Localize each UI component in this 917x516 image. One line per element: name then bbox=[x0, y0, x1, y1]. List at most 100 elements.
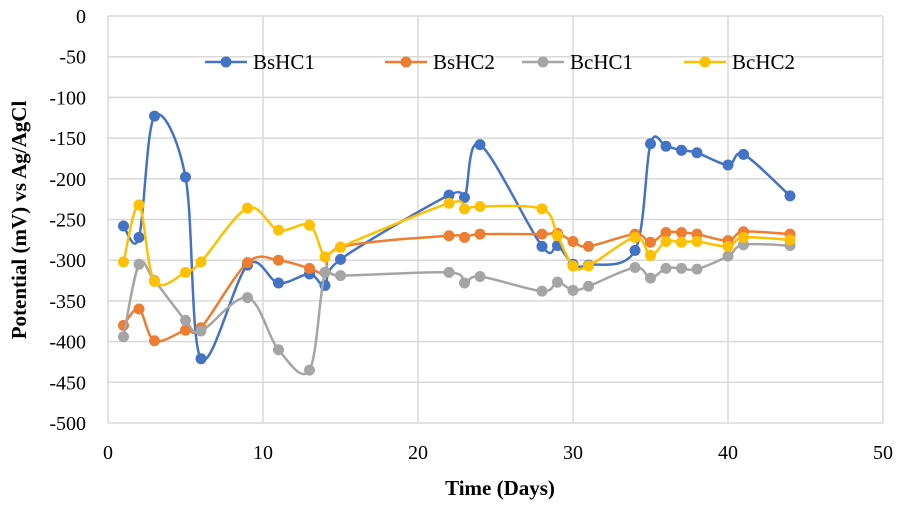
data-point bbox=[459, 277, 470, 289]
data-point bbox=[660, 235, 672, 247]
data-point bbox=[691, 235, 703, 247]
x-tick-label: 30 bbox=[563, 442, 583, 464]
data-point bbox=[629, 244, 641, 256]
data-point bbox=[722, 159, 734, 171]
data-point bbox=[645, 272, 656, 284]
data-point bbox=[242, 292, 253, 304]
y-tick-label: -400 bbox=[49, 332, 86, 354]
data-point bbox=[319, 251, 331, 263]
data-point bbox=[738, 231, 749, 243]
data-point bbox=[660, 227, 672, 239]
y-tick-label: 0 bbox=[76, 6, 86, 28]
data-point bbox=[536, 285, 548, 297]
data-point bbox=[676, 144, 687, 156]
y-tick-labels: 0 -50 -100 -150 -200 -250 -300 -350 -400 -450 -500 bbox=[49, 6, 86, 435]
legend-marker bbox=[400, 56, 412, 68]
data-point bbox=[195, 353, 207, 365]
data-point bbox=[273, 254, 284, 266]
data-point bbox=[118, 256, 129, 268]
data-point bbox=[536, 240, 548, 252]
data-point bbox=[443, 266, 455, 278]
y-tick-label: -300 bbox=[49, 250, 86, 272]
data-point bbox=[149, 110, 160, 122]
legend-label: BcHC2 bbox=[732, 50, 795, 74]
data-point bbox=[273, 344, 284, 356]
data-point bbox=[180, 171, 191, 183]
legend-label: BcHC1 bbox=[570, 50, 633, 74]
y-tick-label: -50 bbox=[59, 47, 86, 69]
data-point bbox=[567, 260, 579, 272]
data-point bbox=[459, 231, 470, 243]
y-tick-label: -100 bbox=[49, 87, 86, 109]
x-tick-labels: 0 10 20 30 40 50 bbox=[103, 442, 893, 464]
data-point bbox=[583, 240, 594, 252]
data-point bbox=[195, 256, 207, 268]
data-point bbox=[304, 364, 315, 376]
data-point bbox=[242, 202, 253, 214]
y-tick-label: -250 bbox=[49, 210, 86, 232]
data-point bbox=[660, 262, 672, 274]
data-point bbox=[242, 257, 253, 269]
data-point bbox=[583, 260, 594, 272]
data-point bbox=[443, 189, 455, 201]
data-point bbox=[180, 324, 191, 336]
data-point bbox=[567, 284, 579, 296]
series-line bbox=[122, 113, 791, 362]
data-point bbox=[552, 230, 563, 242]
data-point bbox=[784, 190, 796, 202]
y-tick-label: -150 bbox=[49, 128, 86, 150]
data-point bbox=[676, 262, 687, 274]
legend: BsHC1 BsHC2 BcHC1 BcHC2 bbox=[205, 50, 795, 74]
legend-item: BsHC2 bbox=[385, 50, 495, 74]
data-point bbox=[691, 263, 703, 275]
data-point bbox=[536, 203, 548, 215]
data-point bbox=[474, 200, 486, 212]
data-point bbox=[149, 335, 160, 347]
data-point bbox=[567, 235, 579, 247]
gridlines bbox=[107, 15, 884, 424]
data-point bbox=[552, 276, 563, 288]
y-tick-label: -500 bbox=[49, 413, 86, 435]
data-point bbox=[118, 220, 129, 232]
data-point bbox=[335, 270, 346, 282]
legend-marker bbox=[537, 56, 549, 68]
data-point bbox=[304, 219, 315, 231]
data-point bbox=[335, 241, 346, 253]
series-line bbox=[122, 242, 791, 376]
data-point bbox=[304, 262, 315, 274]
legend-label: BsHC2 bbox=[433, 50, 495, 74]
data-point bbox=[459, 192, 470, 204]
y-tick-label: -200 bbox=[49, 169, 86, 191]
data-point bbox=[273, 277, 284, 289]
data-point bbox=[536, 228, 548, 240]
data-point bbox=[443, 197, 455, 209]
x-axis-title: Time (Days) bbox=[445, 476, 555, 500]
data-point bbox=[583, 280, 594, 292]
data-point bbox=[645, 249, 656, 261]
data-point bbox=[629, 231, 641, 243]
legend-marker bbox=[220, 56, 232, 68]
data-point bbox=[691, 147, 703, 159]
data-point bbox=[722, 240, 734, 252]
data-point bbox=[660, 140, 672, 152]
data-point bbox=[335, 253, 346, 265]
legend-item: BcHC2 bbox=[684, 50, 795, 74]
data-point bbox=[443, 230, 455, 242]
data-point bbox=[784, 234, 796, 246]
legend-item: BsHC1 bbox=[205, 50, 315, 74]
data-point bbox=[180, 314, 191, 326]
data-point bbox=[133, 231, 145, 243]
data-point bbox=[629, 262, 641, 274]
x-tick-label: 10 bbox=[253, 442, 273, 464]
legend-marker bbox=[699, 56, 711, 68]
data-point bbox=[118, 331, 129, 343]
data-point bbox=[319, 266, 331, 278]
x-tick-label: 0 bbox=[103, 442, 113, 464]
data-point bbox=[645, 236, 656, 248]
data-point bbox=[722, 250, 734, 262]
y-tick-label: -450 bbox=[49, 372, 86, 394]
data-point bbox=[133, 199, 145, 211]
data-point bbox=[195, 325, 207, 337]
data-point bbox=[645, 138, 656, 150]
data-point bbox=[273, 224, 284, 236]
